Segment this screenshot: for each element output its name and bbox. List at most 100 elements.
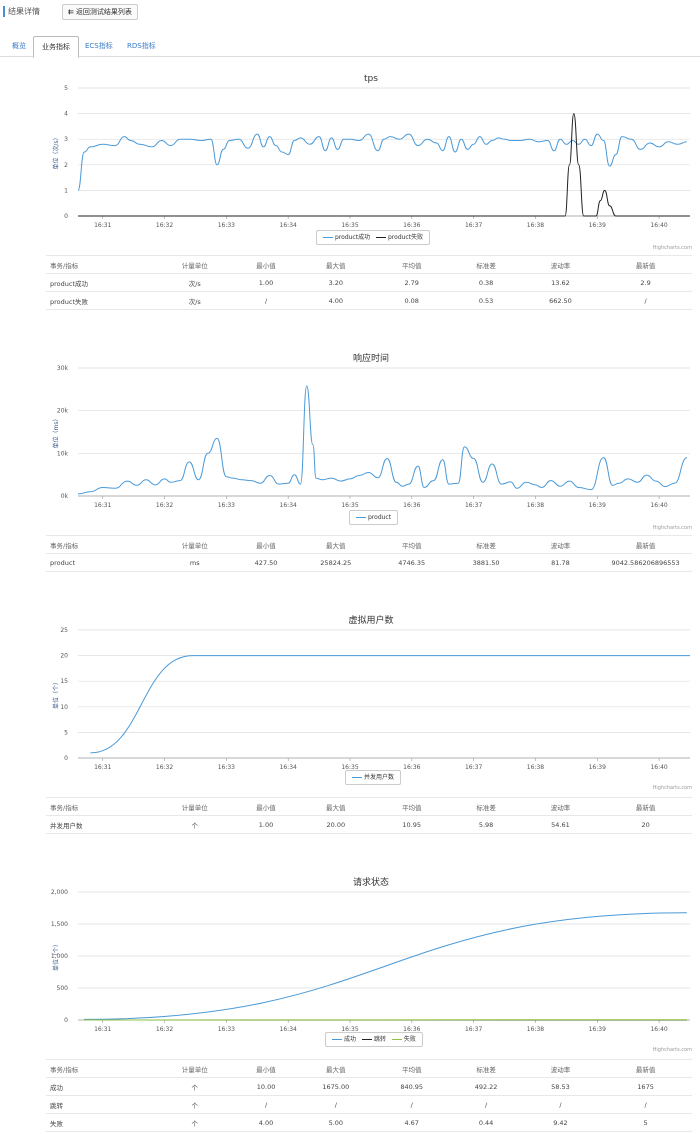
x-tick-label: 16:32 [156,222,173,229]
tab-business-metrics[interactable]: 业务指标 [33,36,79,58]
virtual-users-legend: 并发用户数 [345,770,402,785]
table-cell: 并发用户数 [46,815,157,834]
table-row: 跳转个 / / / / / / [46,1095,692,1114]
stats-body: 事务/指标 计量单位 最小值 最大值 平均值 标准差 波动率 最新值 成功个 10.00 1675.… [46,1059,692,1132]
column-header: 平均值 [372,255,451,274]
x-tick-label: 16:33 [218,502,235,509]
table-cell: 54.61 [521,815,600,834]
y-tick-label: 20k [57,408,69,415]
table-cell: 1.00 [233,815,299,834]
legend-item-product[interactable]: product [356,511,391,524]
column-header: 标准差 [450,255,522,274]
table-cell: 次/s [156,291,234,310]
table-cell: 4746.35 [372,553,451,572]
table-cell: / [521,1095,600,1114]
y-tick-label: 0k [61,493,69,500]
request-status-stats-table: 事务/指标 计量单位 最小值 最大值 平均值 标准差 波动率 最新值 成功个 10.00 1675.… [46,1059,692,1132]
y-tick-label: 2 [64,162,68,169]
response-time-section: 响应时间 0k 10k 20k 30k 16:31 16:32 16:33 16:34 16:35… [0,342,700,582]
table-cell: 个 [156,1113,234,1132]
table-cell: 9042.586206896553 [599,553,692,572]
y-tick-label: 4 [64,111,68,118]
table-cell: 3881.50 [450,553,522,572]
table-cell: 840.95 [372,1077,451,1096]
table-cell: / [599,1095,692,1114]
y-tick-label: 0 [64,755,68,762]
legend-item-redirect[interactable]: 跳转 [361,1033,386,1046]
back-button-label: 返回测试结果列表 [75,8,132,16]
highcharts-credit[interactable]: Highcharts.com [652,1047,692,1053]
table-cell: 0.53 [450,291,522,310]
table-cell: 4.00 [233,1113,299,1132]
y-tick-label: 1,000 [51,953,68,960]
x-tick-label: 16:36 [403,1026,420,1033]
legend-line-icon [356,517,366,518]
table-cell: / [233,1095,299,1114]
x-tick-label: 16:34 [280,502,297,509]
table-cell: 跳转 [46,1095,157,1114]
title-accent-bar [3,6,5,17]
y-tick-label: 0 [64,1017,68,1024]
y-axis-label: 单位（次/s） [52,134,60,169]
column-header: 计量单位 [156,535,234,554]
column-header: 最大值 [298,535,373,554]
y-axis-label: 单位（ms） [52,416,60,449]
y-tick-label: 25 [60,627,68,634]
table-cell: 25824.25 [298,553,373,572]
series-line-1 [84,912,687,1020]
legend-item-failure[interactable]: 失败 [391,1033,416,1046]
y-tick-label: 10k [57,450,69,457]
highcharts-credit[interactable]: Highcharts.com [652,245,692,251]
legend-item-product-success[interactable]: product成功 [323,231,370,244]
legend-item-concurrent-users[interactable]: 并发用户数 [352,771,394,784]
y-tick-label: 0 [64,213,68,220]
x-tick-label: 16:39 [589,502,606,509]
table-cell: 4.67 [372,1113,451,1132]
back-to-results-button[interactable]: ⇇ 返回测试结果列表 [62,4,138,20]
highcharts-credit[interactable]: Highcharts.com [652,525,692,531]
table-header-row: 事务/指标 计量单位 最小值 最大值 平均值 标准差 波动率 最新值 [46,1059,692,1078]
tab-rds-metrics[interactable]: RDS指标 [127,42,156,50]
tab-ecs-metrics[interactable]: ECS指标 [85,42,113,50]
y-tick-label: 5 [64,85,68,92]
column-header: 平均值 [372,1059,451,1078]
table-cell: 1675.00 [298,1077,373,1096]
request-status-legend: 成功 跳转 失败 [325,1032,423,1047]
legend-line-icon [332,1039,342,1040]
x-tick-label: 16:33 [218,222,235,229]
table-cell: 662.50 [521,291,600,310]
chart-title: tps [364,74,378,84]
legend-line-icon [361,1039,372,1040]
column-header: 最新值 [599,797,692,816]
table-cell: 10.95 [372,815,451,834]
column-header: 最新值 [599,535,692,554]
x-tick-label: 16:40 [650,502,667,509]
x-tick-label: 16:35 [341,502,358,509]
y-axis-label: 单位（个） [52,679,60,709]
table-row: product成功 次/s 1.00 3.20 2.79 0.38 13.62 2.9 [46,273,692,292]
table-cell: 492.22 [450,1077,522,1096]
table-row: 并发用户数个 1.00 20.00 10.95 5.98 54.61 20 [46,815,692,834]
column-header: 平均值 [372,797,451,816]
column-header: 最大值 [298,255,373,274]
table-cell: 5.98 [450,815,522,834]
legend-item-product-fail[interactable]: product失败 [376,231,423,244]
table-cell: 4.00 [298,291,373,310]
column-header: 标准差 [450,1059,522,1078]
legend-item-success[interactable]: 成功 [332,1033,356,1046]
x-tick-label: 16:40 [650,222,667,229]
x-tick-label: 16:39 [589,1026,606,1033]
legend-line-icon [323,237,333,238]
column-header: 波动率 [521,535,600,554]
column-header: 计量单位 [156,1059,234,1078]
x-tick-label: 16:32 [156,502,173,509]
column-header: 最大值 [298,797,373,816]
tab-overview[interactable]: 概览 [12,42,26,50]
virtual-users-stats-table: 事务/指标 计量单位 最小值 最大值 平均值 标准差 波动率 最新值 并发用户数个 1.00 20.… [46,797,692,834]
virtual-users-chart: 虚拟用户数 0 5 10 15 20 25 16:31 16:32 16:33 16:34 16:35… [52,614,690,771]
table-cell: 0.08 [372,291,451,310]
x-tick-label: 16:38 [527,1026,544,1033]
highcharts-credit[interactable]: Highcharts.com [652,785,692,791]
column-header: 平均值 [372,535,451,554]
y-tick-label: 2,000 [51,889,68,896]
